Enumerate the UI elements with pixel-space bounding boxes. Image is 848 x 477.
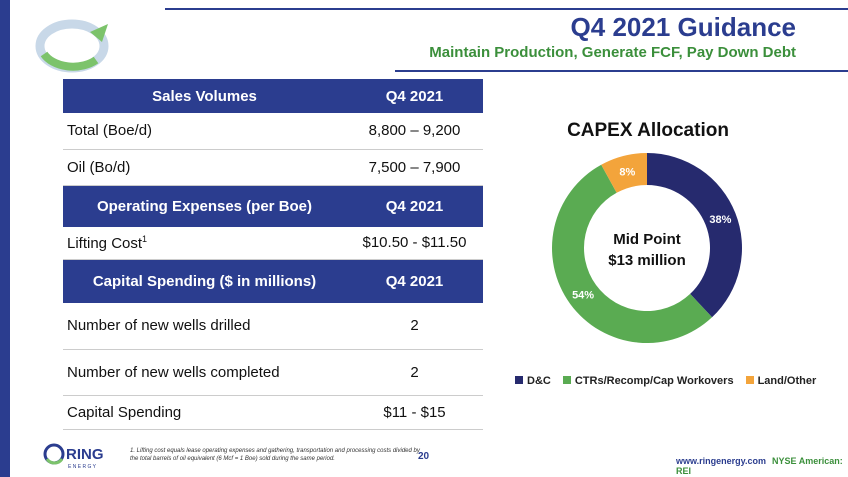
- legend-label: Land/Other: [757, 375, 817, 387]
- legend-label: D&C: [527, 375, 551, 387]
- table-row: Total (Boe/d) 8,800 – 9,200: [63, 113, 483, 150]
- table-row: Number of new wells completed 2: [63, 349, 483, 396]
- donut-slice-2: [601, 153, 647, 193]
- page-subtitle: Maintain Production, Generate FCF, Pay D…: [429, 44, 796, 61]
- row-label: Lifting Cost1: [63, 227, 346, 260]
- capex-donut-chart: 38% 54% 8% Mid Point $13 million: [552, 153, 742, 343]
- row-value: 8,800 – 9,200: [346, 113, 483, 150]
- table-row: Oil (Bo/d) 7,500 – 7,900: [63, 149, 483, 186]
- guidance-table: Sales Volumes Q4 2021 Total (Boe/d) 8,80…: [63, 79, 483, 430]
- top-rule: [165, 8, 848, 10]
- left-accent-bar: [0, 0, 10, 477]
- footer-logo-subtext: E N E R G Y: [68, 464, 97, 470]
- footnote: 1. Lifting cost equals lease operating e…: [130, 448, 420, 462]
- table-header-row: Operating Expenses (per Boe) Q4 2021: [63, 185, 483, 227]
- row-label: Capital Spending: [63, 395, 346, 430]
- row-value: 7,500 – 7,900: [346, 149, 483, 186]
- website-link[interactable]: www.ringenergy.com: [676, 456, 767, 466]
- page-title: Q4 2021 Guidance: [570, 12, 796, 42]
- header-cell: Q4 2021: [346, 185, 483, 227]
- header-cell: Q4 2021: [346, 259, 483, 303]
- legend-label: CTRs/Recomp/Cap Workovers: [574, 375, 734, 387]
- center-label-1: $13 million: [608, 252, 686, 269]
- header-cell: Q4 2021: [346, 79, 483, 113]
- data-label-1: 54%: [572, 289, 594, 301]
- title-rule: [395, 70, 848, 72]
- row-label: Total (Boe/d): [63, 113, 346, 150]
- table-header-row: Sales Volumes Q4 2021: [63, 79, 483, 113]
- legend-swatch: [515, 376, 523, 384]
- website-line: www.ringenergy.com NYSE American: REI: [676, 456, 848, 476]
- row-value: 2: [346, 303, 483, 350]
- header-cell: Operating Expenses (per Boe): [63, 185, 346, 227]
- table-row: Number of new wells drilled 2: [63, 303, 483, 350]
- donut-slice-0: [647, 153, 742, 318]
- row-label: Number of new wells drilled: [63, 303, 346, 350]
- legend-item-2: Land/Other: [745, 375, 817, 387]
- data-label-0: 38%: [709, 214, 731, 226]
- footer-ring-logo-icon: RING E N E R G Y: [43, 443, 104, 470]
- table-row: Lifting Cost1 $10.50 - $11.50: [63, 227, 483, 260]
- lifting-cost-label: Lifting Cost: [67, 234, 143, 252]
- table-row: Capital Spending $11 - $15: [63, 395, 483, 430]
- legend-swatch: [745, 376, 754, 384]
- row-label: Number of new wells completed: [63, 349, 346, 396]
- footnote-marker: 1: [142, 233, 148, 244]
- legend-item-1: CTRs/Recomp/Cap Workovers: [562, 375, 734, 387]
- chart-title: CAPEX Allocation: [567, 120, 729, 141]
- chart-legend: D&C CTRs/Recomp/Cap Workovers Land/Other: [515, 375, 816, 387]
- nyse-ticker: NYSE American: REI: [676, 456, 843, 476]
- legend-item-0: D&C: [515, 375, 551, 387]
- row-label: Oil (Bo/d): [63, 149, 346, 186]
- ring-energy-logo-icon: [35, 19, 109, 73]
- footer-logo-text: RING: [66, 446, 104, 463]
- donut-slice-1: [552, 164, 713, 343]
- row-value: $10.50 - $11.50: [346, 227, 483, 260]
- table-header-row: Capital Spending ($ in millions) Q4 2021: [63, 259, 483, 303]
- header-cell: Capital Spending ($ in millions): [63, 259, 346, 303]
- data-label-2: 8%: [619, 166, 635, 178]
- row-value: 2: [346, 349, 483, 396]
- row-value: $11 - $15: [346, 395, 483, 430]
- legend-swatch: [562, 376, 571, 384]
- center-label-0: Mid Point: [613, 231, 681, 248]
- page-number: 20: [418, 451, 430, 462]
- header-cell: Sales Volumes: [63, 79, 346, 113]
